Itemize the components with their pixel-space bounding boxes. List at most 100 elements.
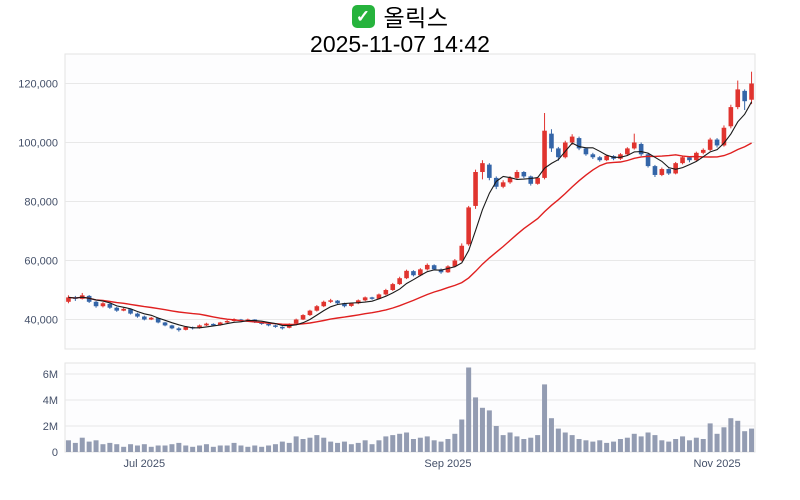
volume-bar (562, 432, 568, 452)
candle-up (604, 155, 609, 161)
price-axis-label: 40,000 (24, 315, 58, 327)
candle-up (625, 148, 630, 155)
volume-bar (638, 436, 644, 452)
candle-down (114, 307, 120, 311)
candle-up (362, 297, 368, 301)
candle-down (128, 309, 133, 314)
candle-up (355, 300, 361, 304)
volume-bar (286, 442, 292, 452)
title-row: ✓ 올릭스 (0, 2, 800, 31)
candle-up (535, 177, 540, 184)
candle-down (528, 176, 534, 184)
candle-up (466, 207, 471, 245)
volume-bars (65, 367, 755, 452)
candle-up (390, 284, 396, 290)
candle-up (445, 266, 451, 273)
candle-up (562, 142, 568, 158)
volume-bar (542, 384, 548, 452)
volume-bar (680, 436, 686, 452)
volume-bar (245, 446, 251, 452)
candle-down (576, 138, 582, 149)
candle-up (480, 163, 485, 172)
volume-bar (148, 446, 154, 452)
volume-bar (93, 440, 99, 452)
volume-bar (383, 436, 389, 452)
volume-bar (328, 441, 334, 452)
volume-bar (197, 445, 203, 452)
candle-up (397, 278, 402, 285)
candle-down (369, 297, 375, 299)
volume-bar (300, 439, 306, 452)
x-axis-label: Nov 2025 (694, 458, 741, 470)
stock-name: 올릭스 (383, 5, 449, 31)
candle-up (542, 130, 547, 178)
volume-axis-label: 2M (43, 421, 58, 433)
candle-up (721, 127, 727, 146)
volume-bar (459, 419, 465, 452)
volume-bar (169, 444, 175, 452)
candle-down (714, 139, 720, 146)
volume-bar (742, 431, 748, 452)
candle-up (383, 290, 389, 295)
candle-down (155, 318, 161, 323)
candle-up (424, 264, 430, 270)
candle-down (211, 323, 216, 326)
volume-bar (335, 442, 341, 452)
x-axis-label: Jul 2025 (124, 458, 166, 470)
candle-up (514, 172, 520, 178)
volume-bar (321, 437, 327, 452)
volume-bar (376, 440, 382, 452)
candle-down (652, 166, 658, 175)
x-axis-labels: Jul 2025 Sep 2025 Nov 2025 (124, 458, 741, 470)
price-axis-label: 120,000 (18, 79, 58, 91)
candle-down (590, 154, 596, 158)
candle-up (749, 83, 754, 100)
volume-bar (652, 435, 658, 452)
candle-down (742, 90, 747, 102)
candle-up (300, 315, 306, 320)
volume-bar (548, 418, 554, 452)
volume-bar (362, 440, 368, 452)
volume-bar (749, 428, 755, 452)
check-icon: ✓ (351, 4, 375, 28)
volume-bar (707, 423, 713, 452)
volume-bar (417, 437, 423, 452)
volume-bar (452, 433, 458, 452)
volume-bar (721, 427, 727, 452)
volume-bar (121, 446, 127, 452)
volume-bar (479, 407, 485, 452)
candle-up (307, 310, 313, 316)
volume-bar (445, 439, 451, 452)
volume-bar (390, 435, 396, 452)
candle-up (728, 107, 734, 127)
candle-down (597, 157, 603, 161)
volume-axis-label: 4M (43, 395, 58, 407)
candle-up (700, 149, 706, 153)
volume-bar (583, 440, 589, 452)
candle-up (121, 308, 126, 311)
candle-down (438, 269, 444, 273)
candle-down (266, 323, 271, 326)
volume-bar (631, 433, 637, 452)
volume-bar (141, 444, 147, 452)
volume-bar (424, 436, 430, 452)
volume-bar (100, 444, 106, 452)
volume-bar (555, 428, 561, 452)
volume-bar (134, 445, 140, 452)
volume-bar (410, 439, 416, 452)
candle-up (459, 245, 465, 261)
candle-up (100, 303, 106, 307)
candle-up (148, 317, 154, 320)
volume-bar (128, 444, 134, 452)
candle-up (217, 322, 223, 326)
volume-bar (314, 435, 320, 452)
volume-bar (114, 444, 120, 452)
volume-bar (210, 446, 216, 452)
volume-bar (521, 439, 527, 452)
candle-down (162, 322, 168, 326)
candle-up (618, 154, 623, 159)
volume-bar (693, 437, 699, 452)
volume-bar (700, 439, 706, 452)
volume-bar (728, 418, 734, 452)
